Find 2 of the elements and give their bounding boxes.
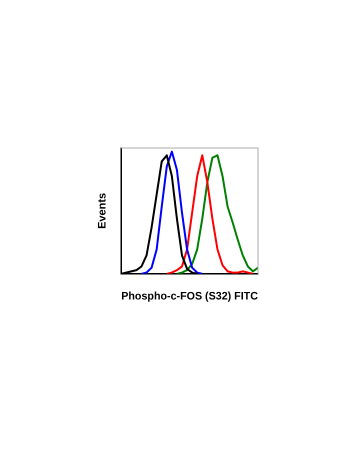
x-axis-title: Phospho-c-FOS (S32) FITC <box>121 290 258 302</box>
y-axis-title: Events <box>96 192 109 229</box>
